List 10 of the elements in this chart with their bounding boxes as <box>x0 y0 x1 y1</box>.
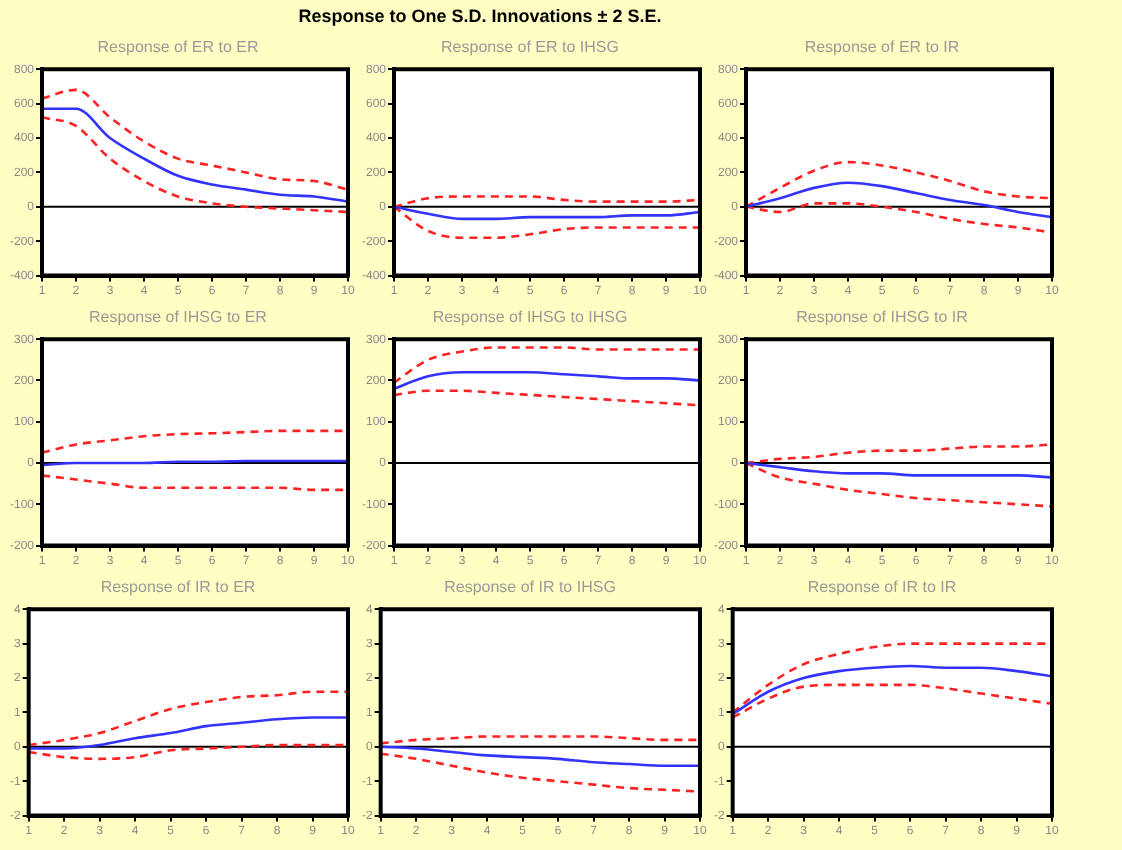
chart-title: Response of IR to IR <box>807 578 957 597</box>
chart-title: Response of IR to IHSG <box>444 578 616 597</box>
chart-title: Response of ER to IR <box>804 38 960 57</box>
text: Response to One S.D. Innovations ± 2 S.E. <box>296 4 664 30</box>
chart-title: Response of IHSG to ER <box>89 308 268 327</box>
chart-title: Response of ER to ER <box>97 38 259 57</box>
chart-title: Response of IR to ER <box>100 578 256 597</box>
chart-title: Response of IHSG to IR <box>796 308 969 327</box>
chart-title: Response of ER to IHSG <box>441 38 619 57</box>
chart-title: Response of IHSG to IHSG <box>432 308 628 327</box>
